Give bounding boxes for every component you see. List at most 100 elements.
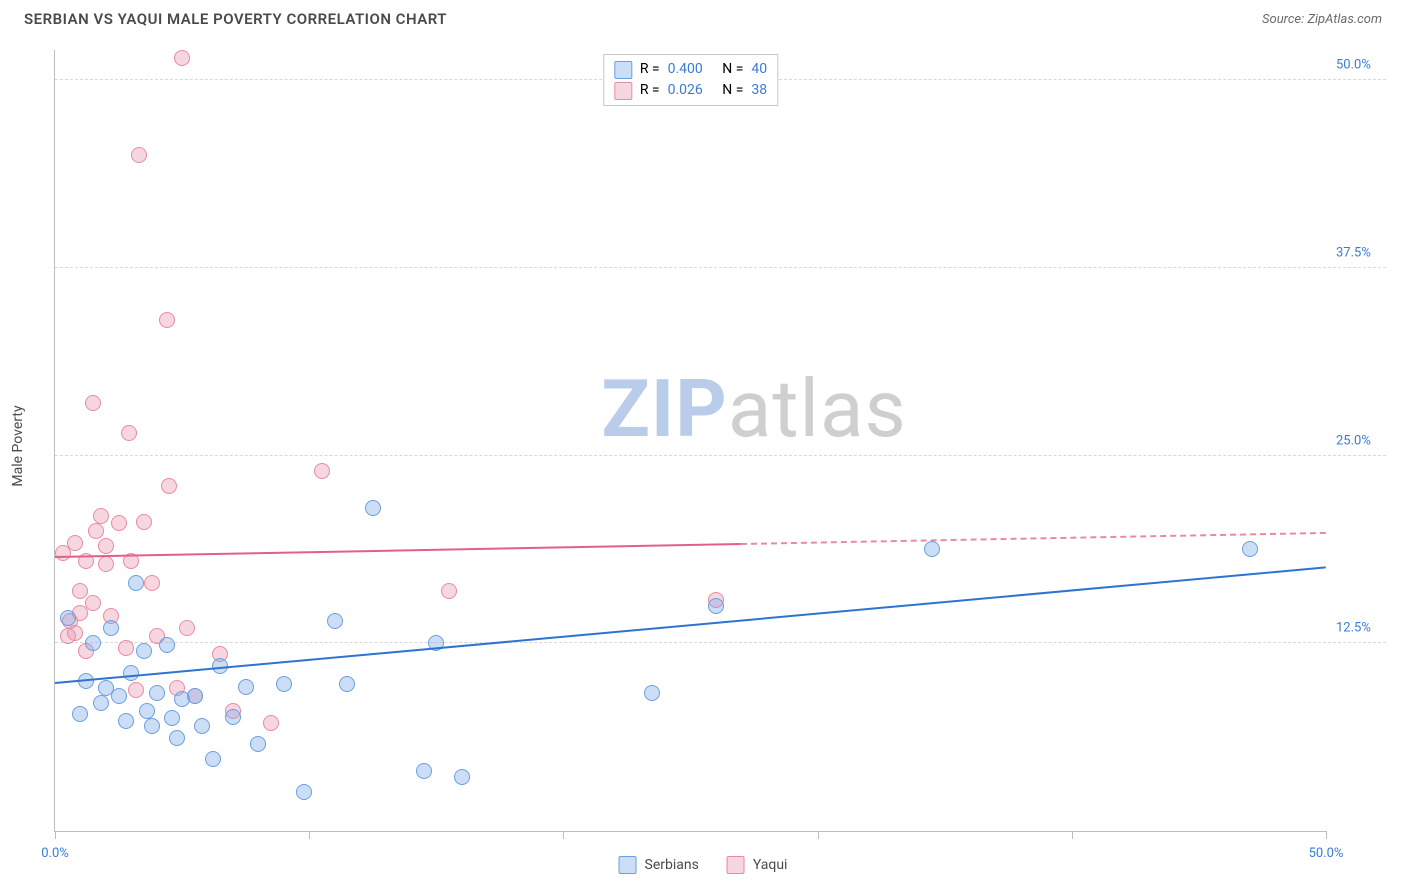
data-point-serbians: [276, 676, 292, 692]
n-label: N =: [722, 80, 743, 101]
data-point-serbians: [72, 706, 88, 722]
r-value-serbians: 0.400: [668, 59, 703, 80]
n-label: N =: [722, 59, 743, 80]
data-point-serbians: [644, 685, 660, 701]
data-point-yaqui: [72, 583, 88, 599]
swatch-serbians-icon: [619, 856, 637, 874]
r-label: R =: [640, 59, 660, 80]
scatter-plot-area: ZIPatlas R = 0.400 N = 40 R = 0.026 N = …: [54, 50, 1326, 832]
data-point-serbians: [144, 718, 160, 734]
legend-row-serbians: R = 0.400 N = 40: [614, 59, 767, 80]
data-point-serbians: [164, 710, 180, 726]
data-point-yaqui: [111, 515, 127, 531]
data-point-serbians: [159, 637, 175, 653]
data-point-yaqui: [441, 583, 457, 599]
x-tick: [818, 831, 819, 839]
data-point-serbians: [103, 620, 119, 636]
data-point-serbians: [454, 769, 470, 785]
data-point-serbians: [187, 688, 203, 704]
x-tick: [55, 831, 56, 839]
trend-line: [55, 566, 1326, 684]
data-point-serbians: [85, 635, 101, 651]
y-axis-label: Male Poverty: [10, 405, 26, 486]
chart-title: SERBIAN VS YAQUI MALE POVERTY CORRELATIO…: [24, 10, 447, 28]
data-point-serbians: [708, 598, 724, 614]
data-point-serbians: [296, 784, 312, 800]
data-point-serbians: [136, 643, 152, 659]
data-point-yaqui: [98, 538, 114, 554]
legend-label-yaqui: Yaqui: [753, 857, 788, 873]
data-point-serbians: [60, 610, 76, 626]
data-point-yaqui: [159, 312, 175, 328]
data-point-serbians: [111, 688, 127, 704]
swatch-yaqui: [614, 82, 632, 100]
data-point-yaqui: [314, 463, 330, 479]
data-point-yaqui: [118, 640, 134, 656]
data-point-serbians: [93, 695, 109, 711]
x-tick: [309, 831, 310, 839]
data-point-yaqui: [93, 508, 109, 524]
y-tick-label: 12.5%: [1336, 621, 1392, 636]
x-tick-label: 50.0%: [1309, 846, 1344, 861]
y-tick-label: 50.0%: [1336, 58, 1392, 73]
x-tick: [563, 831, 564, 839]
correlation-legend: R = 0.400 N = 40 R = 0.026 N = 38: [603, 54, 778, 106]
gridline: [55, 455, 1386, 456]
n-value-serbians: 40: [751, 59, 767, 80]
legend-item-serbians: Serbians: [619, 856, 699, 874]
data-point-serbians: [123, 665, 139, 681]
trend-line: [741, 532, 1326, 545]
data-point-yaqui: [98, 556, 114, 572]
swatch-serbians: [614, 61, 632, 79]
x-tick: [1072, 831, 1073, 839]
watermark-part2: atlas: [728, 362, 907, 456]
data-point-yaqui: [88, 523, 104, 539]
swatch-yaqui-icon: [727, 856, 745, 874]
data-point-serbians: [128, 575, 144, 591]
data-point-yaqui: [263, 715, 279, 731]
chart-source: Source: ZipAtlas.com: [1262, 12, 1382, 27]
y-tick-label: 25.0%: [1336, 433, 1392, 448]
source-name: ZipAtlas.com: [1307, 12, 1382, 27]
data-point-serbians: [250, 736, 266, 752]
trend-line: [55, 543, 741, 558]
legend-row-yaqui: R = 0.026 N = 38: [614, 80, 767, 101]
legend-item-yaqui: Yaqui: [727, 856, 788, 874]
r-value-yaqui: 0.026: [668, 80, 703, 101]
data-point-yaqui: [131, 147, 147, 163]
data-point-serbians: [1242, 541, 1258, 557]
data-point-serbians: [194, 718, 210, 734]
data-point-yaqui: [161, 478, 177, 494]
y-tick-label: 37.5%: [1336, 245, 1392, 260]
data-point-serbians: [416, 763, 432, 779]
data-point-serbians: [149, 685, 165, 701]
data-point-serbians: [238, 679, 254, 695]
source-prefix: Source:: [1262, 12, 1307, 27]
data-point-serbians: [118, 713, 134, 729]
series-legend: Serbians Yaqui: [619, 856, 788, 874]
data-point-yaqui: [128, 682, 144, 698]
gridline: [55, 642, 1386, 643]
data-point-serbians: [327, 613, 343, 629]
data-point-serbians: [139, 703, 155, 719]
data-point-yaqui: [67, 535, 83, 551]
data-point-serbians: [169, 730, 185, 746]
chart-header: SERBIAN VS YAQUI MALE POVERTY CORRELATIO…: [0, 0, 1406, 34]
data-point-serbians: [924, 541, 940, 557]
data-point-yaqui: [144, 575, 160, 591]
data-point-yaqui: [85, 395, 101, 411]
data-point-yaqui: [67, 625, 83, 641]
x-tick: [1326, 831, 1327, 839]
x-tick-label: 0.0%: [41, 846, 69, 861]
n-value-yaqui: 38: [751, 80, 767, 101]
legend-label-serbians: Serbians: [645, 857, 699, 873]
data-point-serbians: [339, 676, 355, 692]
data-point-serbians: [205, 751, 221, 767]
gridline: [55, 267, 1386, 268]
data-point-serbians: [225, 709, 241, 725]
data-point-yaqui: [121, 425, 137, 441]
data-point-yaqui: [179, 620, 195, 636]
data-point-yaqui: [174, 50, 190, 66]
watermark-part1: ZIP: [601, 362, 728, 456]
data-point-yaqui: [136, 514, 152, 530]
